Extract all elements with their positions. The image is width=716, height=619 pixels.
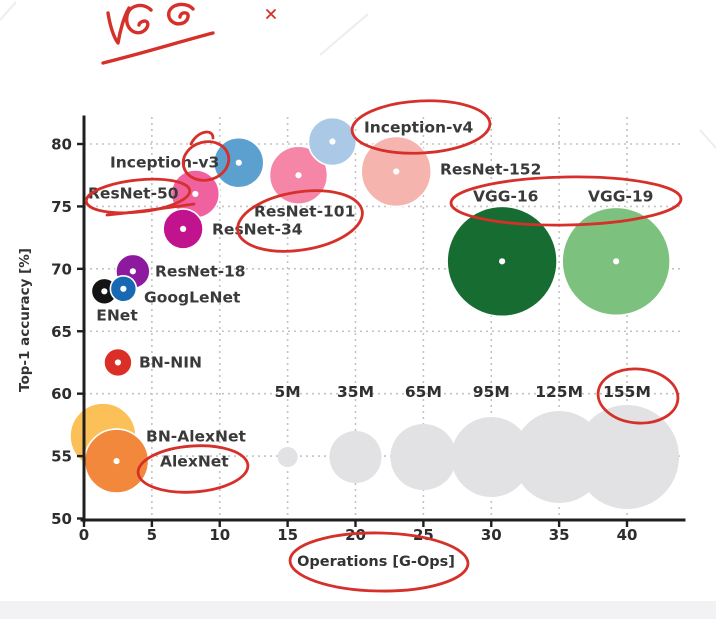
artifact-diagonal [699,129,716,149]
red-ink-annotations [84,99,683,593]
x-tick-label-20: 20 [345,526,366,544]
vgg-handwriting-stroke-3 [101,31,215,65]
resnet-50-underline [105,202,196,217]
axis-ticks [77,142,629,527]
model-label-vgg-19: VGG-19 [588,188,653,206]
bubble-center-dot-googlenet [120,285,127,292]
legend-label-35M: 35M [337,383,374,401]
legend-bubble-155M [575,405,679,509]
x-tick-label-35: 35 [549,526,570,544]
model-label-vgg-16: VGG-16 [473,188,538,206]
model-label-resnet-152: ResNet-152 [440,161,541,179]
bubble-center-dot-enet [101,288,108,295]
bubble-center-dot-resnet-34 [179,225,187,232]
legend-bubble-35M [329,431,382,483]
y-axis-title: Top-1 accuracy [%] [17,248,33,392]
bubble-center-dot-resnet-50 [192,190,199,198]
x-axis-title: Operations [G-Ops] [297,554,455,570]
model-label-bn-alexnet: BN-AlexNet [146,428,247,446]
bubble-center-dot-inception-v3 [235,159,242,166]
bubble-center-dot-inception-v4 [329,138,336,145]
bubble-group-resnet-34 [162,208,204,250]
alexnet-label-circle [136,444,250,494]
model-label-bn-nin: BN-NIN [139,354,202,372]
y-tick-label-75: 75 [51,198,72,216]
footer-bar [0,601,716,619]
model-label-resnet-50: ResNet-50 [88,185,179,203]
handwritten-vgg-annotation [101,2,276,65]
model-label-enet: ENet [96,307,138,325]
model-label-resnet-18: ResNet-18 [155,263,246,281]
155m-label-circle [596,367,680,425]
y-tick-label-50: 50 [51,510,72,528]
y-tick-label-60: 60 [51,385,72,403]
operations-label-circle [288,531,470,593]
bubble-group-bn-nin [103,347,133,378]
vgg-handwriting-stroke-1 [125,3,153,35]
bubble-group-vgg-19 [561,206,671,317]
bubble-group-vgg-16 [446,205,558,318]
axes [80,115,686,523]
legend-label-125M: 125M [535,383,583,401]
artifact-diagonal [0,1,17,21]
bubble-center-dot-alexnet [113,457,120,465]
model-labels: ResNet-101 Inception-v4 ResNet-152 ResNet-5… [88,119,653,471]
vgg-handwriting-stroke-0 [106,6,131,45]
bubble-center-dot-resnet-18 [129,268,136,275]
y-tick-label-65: 65 [51,323,72,341]
y-tick-label-55: 55 [51,448,72,466]
bubble-center-dot-resnet-101 [295,172,302,179]
legend-label-155M: 155M [603,383,651,401]
bubble-group-alexnet [83,428,150,494]
artifact-diagonal [319,13,369,56]
bubble-size-legend: 5M 35M 65M 95M 125M 155M [275,383,679,509]
model-label-resnet-101: ResNet-101 [254,203,355,221]
x-tick-label-0: 0 [79,526,89,544]
x-tick-label-5: 5 [147,526,157,544]
red-x-mark [266,9,276,19]
y-tick-label-80: 80 [51,136,72,154]
model-label-alexnet: AlexNet [160,453,229,471]
bubble-center-dot-bn-nin [114,359,122,366]
legend-bubble-5M [277,447,298,467]
model-label-resnet-34: ResNet-34 [212,221,303,239]
resnet-101-label-circle [236,189,364,253]
legend-bubble-65M [390,424,457,490]
legend-label-95M: 95M [473,383,510,401]
vgg-16-19-labels-circle [449,175,683,227]
x-tick-label-10: 10 [209,526,230,544]
x-tick-label-30: 30 [481,526,502,544]
legend-bubble-95M [451,417,532,497]
x-tick-label-40: 40 [617,526,638,544]
bubble-group-inception-v4 [307,116,358,167]
legend-label-65M: 65M [405,383,442,401]
bubble-center-dot-resnet-152 [393,168,400,175]
bubble-group-googlenet [109,275,138,303]
vgg-handwriting-stroke-2 [167,2,195,26]
model-label-inception-v3: Inception-v3 [110,154,219,172]
inception-v4-label-circle [350,99,492,155]
bubble-center-dot-vgg-19 [613,258,620,265]
y-tick-label-70: 70 [51,260,72,278]
inception-v3-label-circle [181,140,231,182]
background-artifact-lines [0,1,716,149]
model-label-googlenet: GoogLeNet [144,289,241,307]
inception-v3-circle-hook [189,130,215,146]
bubble-center-dot-vgg-16 [499,258,506,265]
legend-label-5M: 5M [275,383,301,401]
x-tick-label-15: 15 [277,526,298,544]
model-label-inception-v4: Inception-v4 [364,119,474,137]
